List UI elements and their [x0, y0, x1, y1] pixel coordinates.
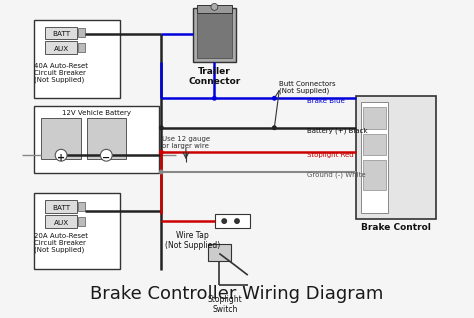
Bar [34, 193, 120, 269]
Circle shape [100, 149, 112, 161]
Text: Brake Blue: Brake Blue [307, 98, 345, 104]
Text: Use 12 gauge
or larger wire: Use 12 gauge or larger wire [162, 136, 210, 149]
Text: Wire Tap
(Not Supplied): Wire Tap (Not Supplied) [165, 231, 220, 250]
Bar [34, 106, 159, 173]
Circle shape [272, 96, 277, 101]
Bar [46, 215, 77, 228]
Bar [363, 160, 386, 190]
Bar [363, 134, 386, 155]
Text: Trailer
Connector: Trailer Connector [188, 67, 240, 86]
Text: Stoplight
Switch: Stoplight Switch [208, 295, 243, 314]
Circle shape [159, 125, 164, 130]
Text: Stoplight Red: Stoplight Red [307, 152, 354, 158]
Bar [78, 203, 85, 211]
Bar [197, 5, 232, 13]
Text: Butt Connectors
(Not Supplied): Butt Connectors (Not Supplied) [279, 80, 336, 94]
Text: Brake Control: Brake Control [361, 223, 431, 232]
Text: 40A Auto-Reset
Circuit Breaker
(Not Supplied): 40A Auto-Reset Circuit Breaker (Not Supp… [34, 63, 88, 83]
Bar [193, 8, 236, 62]
Bar [363, 107, 386, 129]
Text: BATT: BATT [52, 205, 70, 211]
Bar [208, 244, 231, 261]
Circle shape [234, 218, 240, 224]
Circle shape [221, 218, 227, 224]
Text: +: + [57, 153, 65, 163]
Circle shape [272, 125, 277, 130]
Bar [41, 118, 81, 159]
Bar [197, 12, 232, 58]
Circle shape [159, 169, 164, 174]
Bar [78, 43, 85, 52]
Bar [87, 118, 126, 159]
Circle shape [55, 149, 67, 161]
Bar [46, 200, 77, 213]
Bar [46, 26, 77, 39]
Text: 20A Auto-Reset
Circuit Breaker
(Not Supplied): 20A Auto-Reset Circuit Breaker (Not Supp… [34, 233, 88, 253]
Text: AUX: AUX [54, 220, 69, 226]
Bar [356, 96, 437, 219]
Bar [78, 217, 85, 226]
Circle shape [212, 96, 217, 101]
Text: Brake Controller Wiring Diagram: Brake Controller Wiring Diagram [91, 285, 383, 303]
Text: Ground (-) White: Ground (-) White [307, 172, 365, 178]
Bar [361, 102, 388, 213]
Bar [215, 214, 250, 228]
Text: Battery (+) Black: Battery (+) Black [307, 128, 367, 134]
Text: −: − [102, 153, 110, 163]
Text: AUX: AUX [54, 46, 69, 52]
Bar [78, 29, 85, 37]
Text: 12V Vehicle Battery: 12V Vehicle Battery [62, 110, 131, 116]
Text: BATT: BATT [52, 31, 70, 38]
Circle shape [159, 150, 164, 155]
Bar [34, 20, 120, 98]
Bar [46, 41, 77, 54]
Circle shape [211, 3, 218, 10]
